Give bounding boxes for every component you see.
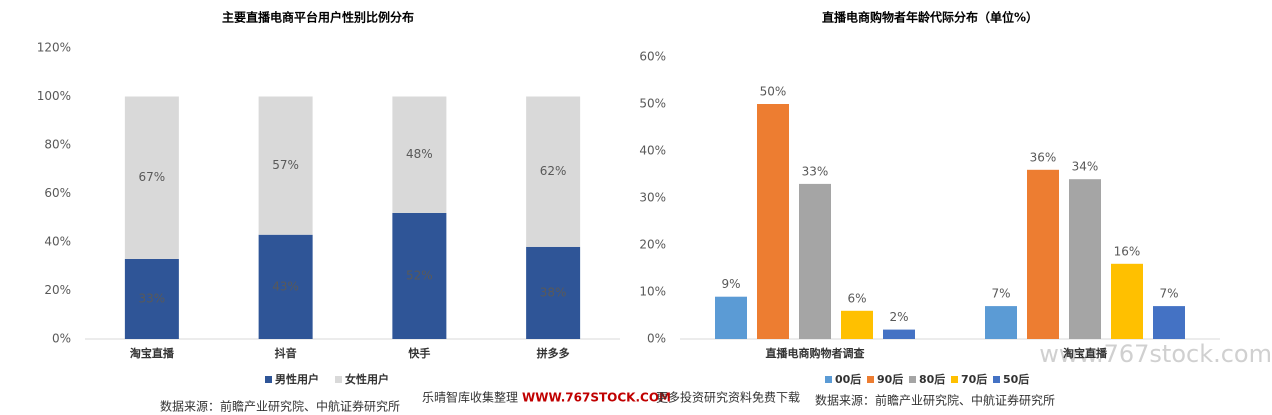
watermark-url: WWW.767STOCK.COM xyxy=(522,391,671,405)
bar xyxy=(799,183,831,339)
bar xyxy=(841,310,873,339)
y-tick-label: 120% xyxy=(37,41,71,55)
bar xyxy=(392,212,447,339)
bar xyxy=(526,246,581,339)
watermark-banner xyxy=(418,388,802,408)
legend-label: 女性用户 xyxy=(345,372,389,386)
legend-swatch xyxy=(993,376,1000,383)
bar xyxy=(526,96,581,247)
legend-label: 00后 xyxy=(835,372,861,386)
bar xyxy=(883,329,915,339)
value-label: 9% xyxy=(721,277,740,291)
value-label: 38% xyxy=(540,285,567,299)
legend-swatch xyxy=(825,376,832,383)
value-label: 36% xyxy=(1030,150,1057,164)
legend-swatch xyxy=(265,376,272,383)
bar xyxy=(1069,179,1101,339)
value-label: 33% xyxy=(139,291,166,305)
y-tick-label: 100% xyxy=(37,89,71,103)
y-tick-label: 60% xyxy=(639,50,666,64)
bar xyxy=(1153,306,1185,339)
y-tick-label: 0% xyxy=(52,332,71,346)
value-label: 62% xyxy=(540,164,567,178)
bar xyxy=(715,296,747,339)
y-tick-label: 40% xyxy=(44,235,71,249)
x-tick-label: 抖音 xyxy=(275,346,297,360)
value-label: 2% xyxy=(889,310,908,324)
watermark-right: 更多投资研究资料免费下载 xyxy=(656,390,800,405)
x-tick-label: 快手 xyxy=(407,346,430,360)
value-label: 34% xyxy=(1072,160,1099,174)
value-label: 6% xyxy=(847,291,866,305)
value-label: 52% xyxy=(406,268,433,282)
legend-swatch xyxy=(867,376,874,383)
y-tick-label: 40% xyxy=(639,144,666,158)
bar xyxy=(258,96,313,235)
bar xyxy=(392,96,447,213)
bar xyxy=(1111,263,1143,339)
bar xyxy=(124,96,179,259)
value-label: 57% xyxy=(272,158,299,172)
y-tick-label: 80% xyxy=(44,138,71,152)
legend-swatch xyxy=(909,376,916,383)
value-label: 33% xyxy=(802,164,829,178)
source-right: 数据来源：前瞻产业研究院、中航证券研究所 xyxy=(815,393,1055,408)
legend-label: 男性用户 xyxy=(275,372,319,386)
bar xyxy=(985,306,1017,339)
chart-title: 主要直播电商平台用户性别比例分布 xyxy=(222,10,414,25)
legend-label: 90后 xyxy=(877,372,903,386)
value-label: 43% xyxy=(272,279,299,293)
bar xyxy=(757,104,789,339)
watermark-left: 乐晴智库收集整理 xyxy=(422,390,518,405)
x-tick-label: 淘宝直播 xyxy=(1063,346,1108,360)
y-tick-label: 0% xyxy=(647,332,666,346)
value-label: 67% xyxy=(139,170,166,184)
x-tick-label: 淘宝直播 xyxy=(130,346,175,360)
watermark-corner: www.767stock.com xyxy=(1039,340,1272,368)
legend-label: 50后 xyxy=(1003,372,1029,386)
legend-swatch xyxy=(335,376,342,383)
source-left: 数据来源：前瞻产业研究院、中航证券研究所 xyxy=(160,399,400,414)
y-tick-label: 20% xyxy=(44,283,71,297)
chart-title: 直播电商购物者年龄代际分布（单位%） xyxy=(822,10,1038,25)
legend-swatch xyxy=(951,376,958,383)
value-label: 50% xyxy=(760,85,787,99)
x-tick-label: 拼多多 xyxy=(537,346,570,360)
y-tick-label: 10% xyxy=(639,285,666,299)
legend-label: 70后 xyxy=(961,372,987,386)
value-label: 48% xyxy=(406,147,433,161)
y-tick-label: 50% xyxy=(639,97,666,111)
value-label: 7% xyxy=(1159,287,1178,301)
bar xyxy=(124,258,179,339)
bar xyxy=(258,234,313,339)
y-tick-label: 60% xyxy=(44,186,71,200)
x-tick-label: 直播电商购物者调查 xyxy=(766,346,865,360)
y-tick-label: 20% xyxy=(639,238,666,252)
bar xyxy=(1027,169,1059,339)
value-label: 16% xyxy=(1114,244,1141,258)
legend-label: 80后 xyxy=(919,372,945,386)
value-label: 7% xyxy=(991,287,1010,301)
y-tick-label: 30% xyxy=(639,191,666,205)
